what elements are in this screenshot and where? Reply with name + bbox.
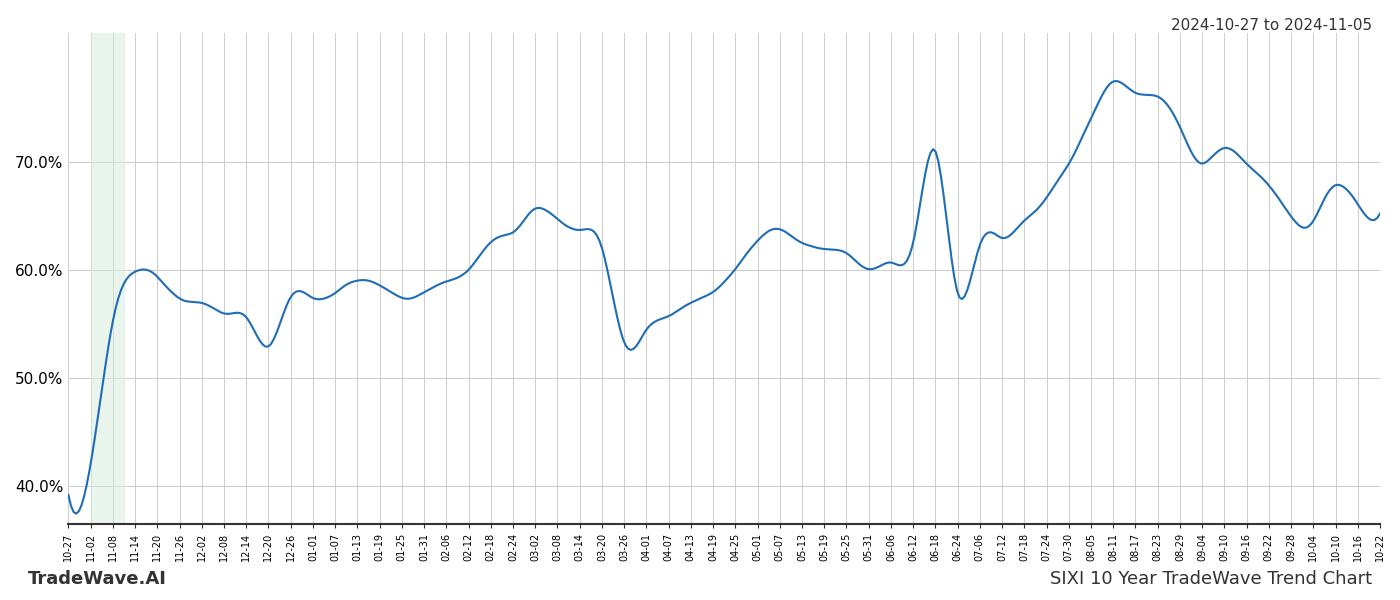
Bar [91, 33, 125, 524]
Text: 2024-10-27 to 2024-11-05: 2024-10-27 to 2024-11-05 [1170, 18, 1372, 33]
Text: SIXI 10 Year TradeWave Trend Chart: SIXI 10 Year TradeWave Trend Chart [1050, 570, 1372, 588]
Text: TradeWave.AI: TradeWave.AI [28, 570, 167, 588]
